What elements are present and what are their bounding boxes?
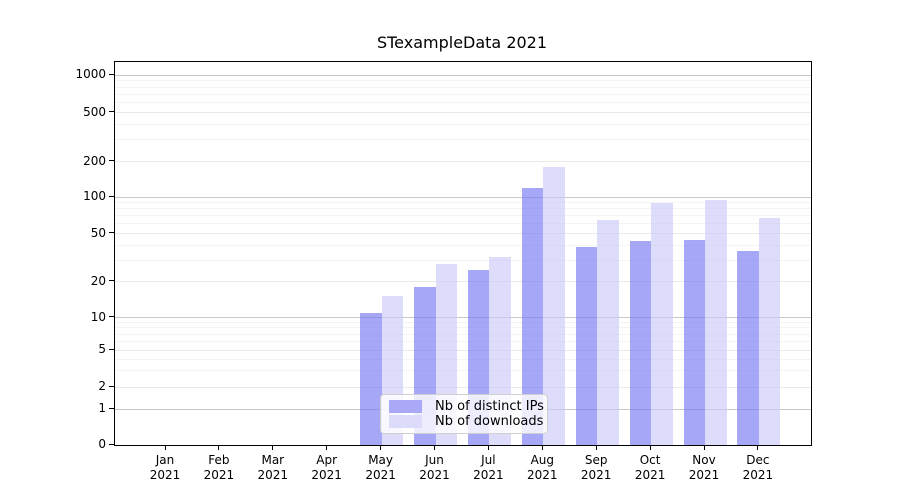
y-tick-label-500: 500 xyxy=(83,104,106,119)
bar-nb-of-distinct-ips-dec xyxy=(737,250,759,445)
gridline-y-4 xyxy=(115,358,811,360)
x-tick-mark-nov xyxy=(703,445,705,450)
bar-nb-of-downloads-oct xyxy=(651,202,673,445)
gridline-y-60 xyxy=(115,223,811,225)
gridline-y-6 xyxy=(115,340,811,342)
x-tick-mark-may xyxy=(380,445,382,450)
x-tick-mark-mar xyxy=(272,445,274,450)
x-tick-mark-feb xyxy=(218,445,220,450)
gridline-y-5 xyxy=(115,349,811,351)
gridline-y-30 xyxy=(115,259,811,261)
gridline-y-300 xyxy=(115,139,811,141)
y-tick-mark-100 xyxy=(109,195,114,197)
y-tick-mark-5 xyxy=(109,348,114,350)
y-tick-label-5: 5 xyxy=(98,342,106,356)
gridline-y-400 xyxy=(115,124,811,126)
legend-label-distinct-ips: Nb of distinct IPs xyxy=(435,399,544,414)
gridline-y-2 xyxy=(115,386,811,388)
x-tick-label-jun: Jun 2021 xyxy=(419,453,450,482)
legend-item-downloads: Nb of downloads xyxy=(389,414,543,429)
gridline-y-3 xyxy=(115,370,811,372)
legend-swatch-downloads xyxy=(389,415,422,428)
legend: Nb of distinct IPs Nb of downloads xyxy=(380,394,548,434)
gridline-y-50 xyxy=(115,233,811,234)
chart-title: STexampleData 2021 xyxy=(376,33,548,52)
x-tick-mark-oct xyxy=(649,445,651,450)
gridline-y-70 xyxy=(115,215,811,217)
x-tick-mark-dec xyxy=(757,445,759,450)
gridline-y-80 xyxy=(115,208,811,210)
x-tick-mark-jul xyxy=(487,445,489,450)
x-tick-label-feb: Feb 2021 xyxy=(203,453,235,482)
y-tick-label-2: 2 xyxy=(98,379,106,393)
bar-nb-of-distinct-ips-nov xyxy=(683,240,705,445)
bar-nb-of-downloads-sep xyxy=(597,219,619,445)
x-tick-label-may: May 2021 xyxy=(365,453,396,482)
gridline-y-700 xyxy=(115,93,811,95)
gridline-y-20 xyxy=(115,281,811,282)
legend-swatch-distinct-ips xyxy=(389,400,422,413)
y-tick-mark-10 xyxy=(109,316,114,317)
x-tick-mark-aug xyxy=(541,445,543,450)
y-tick-mark-20 xyxy=(109,280,114,281)
y-tick-label-1000: 1000 xyxy=(75,67,106,81)
gridline-y-1000 xyxy=(115,74,811,76)
bar-nb-of-downloads-aug xyxy=(543,166,565,445)
bar-nb-of-distinct-ips-sep xyxy=(575,246,598,445)
gridline-y-90 xyxy=(115,202,811,204)
y-tick-mark-2 xyxy=(109,385,114,387)
y-tick-label-100: 100 xyxy=(83,189,106,203)
y-tick-label-20: 20 xyxy=(90,273,106,288)
x-tick-mark-jan xyxy=(164,445,166,450)
y-tick-label-50: 50 xyxy=(90,225,106,240)
x-tick-label-nov: Nov 2021 xyxy=(688,453,720,482)
gridline-y-600 xyxy=(115,102,811,104)
gridline-y-800 xyxy=(115,86,811,88)
y-tick-mark-200 xyxy=(109,160,114,161)
x-tick-label-jul: Jul 2021 xyxy=(473,453,504,482)
bar-nb-of-distinct-ips-aug xyxy=(521,187,544,445)
bar-nb-of-distinct-ips-may xyxy=(360,312,382,445)
x-tick-label-dec: Dec 2021 xyxy=(742,453,774,482)
legend-label-downloads: Nb of downloads xyxy=(435,414,544,429)
gridline-y-10 xyxy=(115,317,811,318)
x-tick-label-jan: Jan 2021 xyxy=(149,453,181,482)
y-tick-mark-50 xyxy=(109,232,114,233)
gridline-y-40 xyxy=(115,244,811,246)
x-tick-label-sep: Sep 2021 xyxy=(580,453,612,482)
x-tick-label-apr: Apr 2021 xyxy=(311,453,342,482)
x-tick-label-mar: Mar 2021 xyxy=(257,453,289,482)
y-tick-mark-500 xyxy=(109,111,114,113)
legend-item-distinct-ips: Nb of distinct IPs xyxy=(389,399,544,414)
y-tick-mark-1000 xyxy=(109,73,114,75)
y-tick-label-10: 10 xyxy=(90,309,106,324)
x-tick-label-oct: Oct 2021 xyxy=(634,453,666,482)
x-tick-mark-sep xyxy=(595,445,597,450)
y-tick-label-1: 1 xyxy=(98,401,106,415)
gridline-y-100 xyxy=(115,196,811,198)
gridline-y-500 xyxy=(115,112,811,114)
x-tick-label-aug: Aug 2021 xyxy=(527,453,558,482)
gridline-y-200 xyxy=(115,161,811,162)
x-tick-mark-jun xyxy=(434,445,435,450)
bar-nb-of-downloads-nov xyxy=(705,199,727,445)
y-tick-label-200: 200 xyxy=(83,153,106,168)
y-tick-mark-1 xyxy=(109,407,114,409)
gridline-y-900 xyxy=(115,80,811,82)
y-tick-label-0: 0 xyxy=(98,437,106,451)
y-tick-mark-0 xyxy=(109,443,114,445)
gridline-y-8 xyxy=(115,327,811,329)
bar-nb-of-downloads-dec xyxy=(758,218,781,445)
plot-area: Nb of distinct IPs Nb of downloads xyxy=(114,61,812,446)
gridline-y-9 xyxy=(115,321,811,323)
bar-nb-of-distinct-ips-oct xyxy=(629,241,652,445)
x-tick-mark-apr xyxy=(326,445,328,450)
gridline-y-7 xyxy=(115,333,811,335)
